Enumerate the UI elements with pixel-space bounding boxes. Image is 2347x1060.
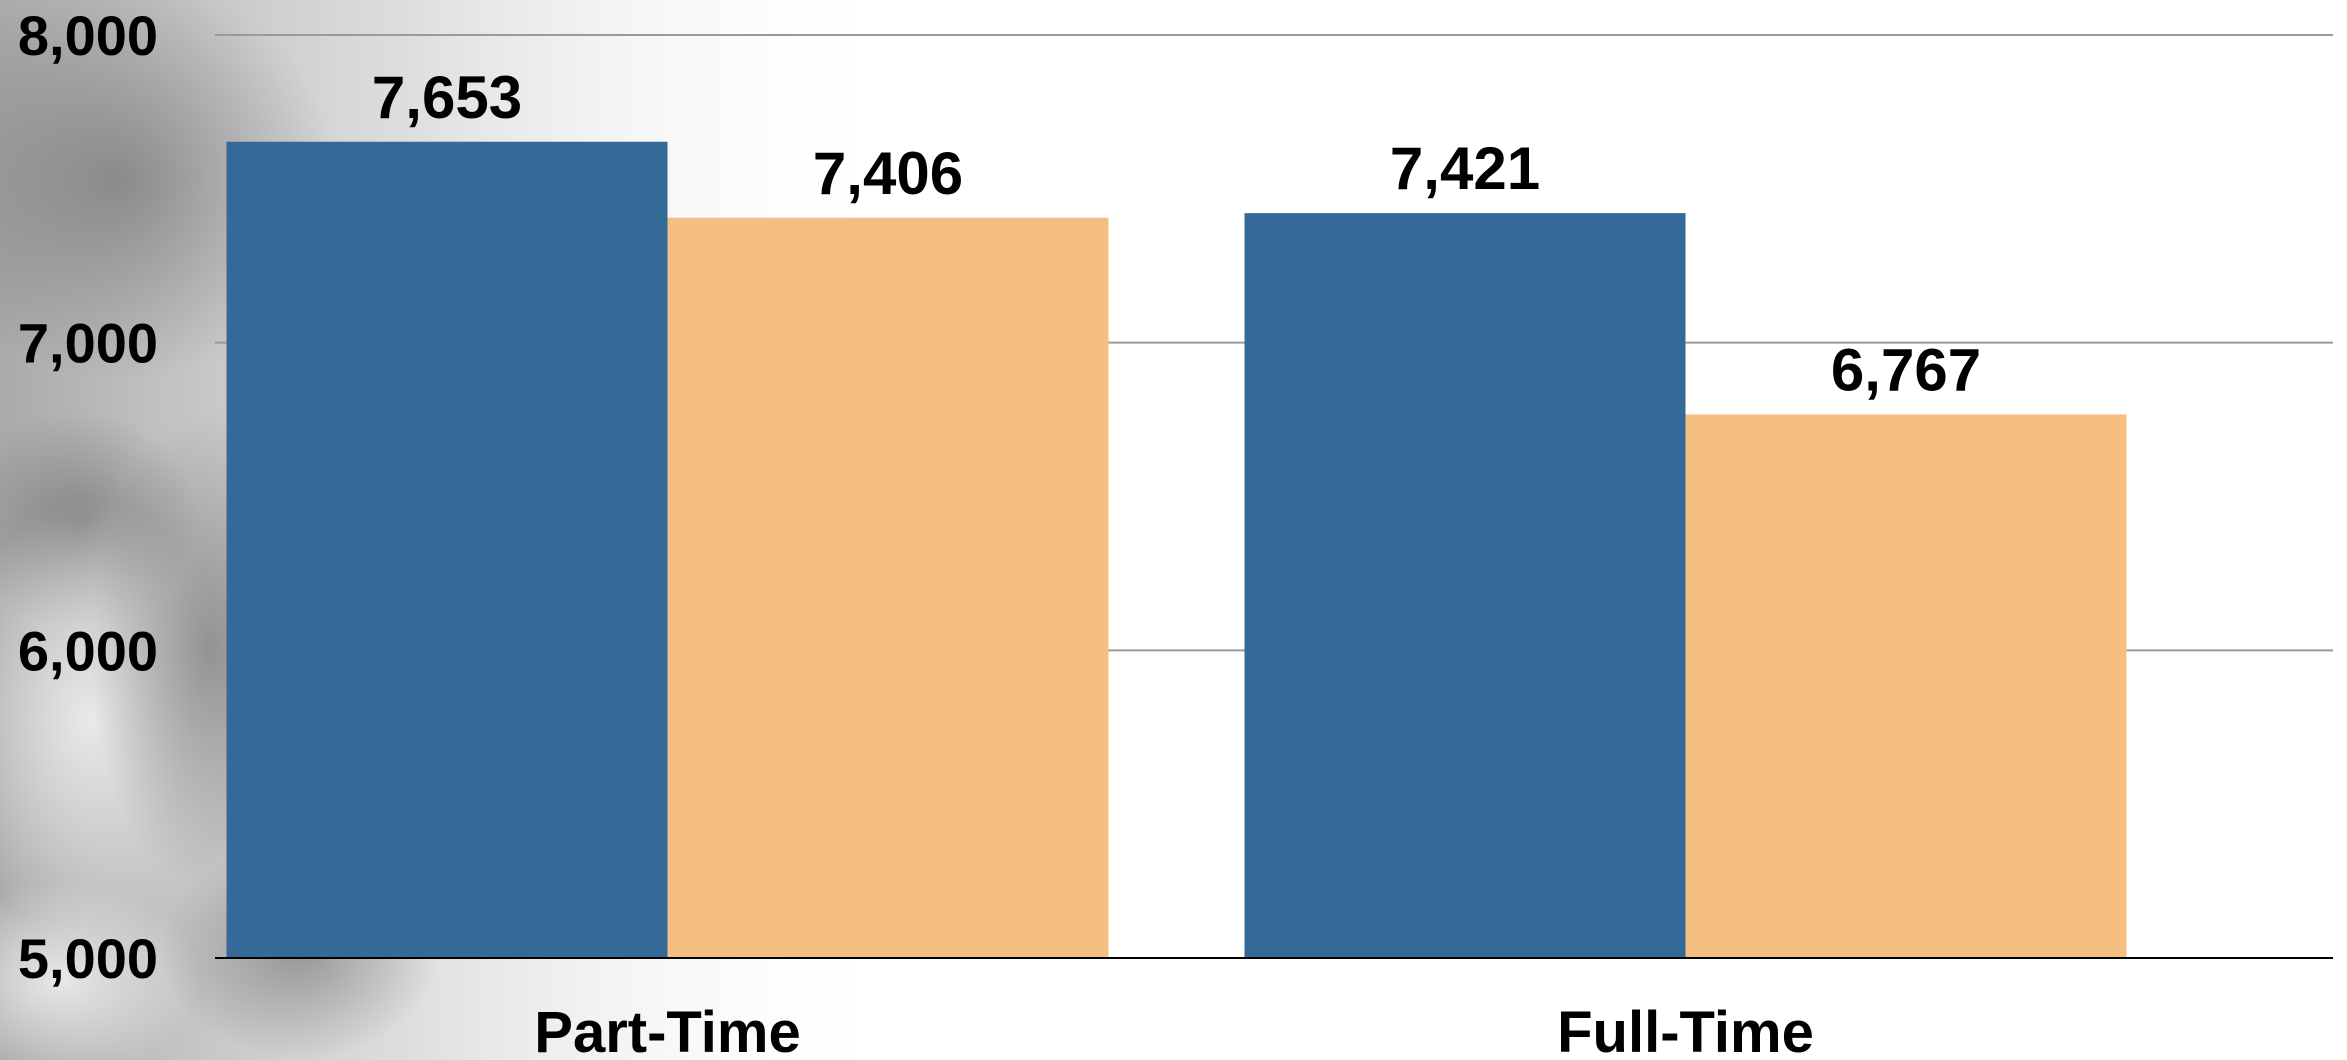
bar-part-time-series-2 [667, 217, 1109, 958]
y-axis-ticks: 5,000 6,000 7,000 8,000 [18, 4, 158, 990]
x-category-label: Full-Time [1557, 1000, 1814, 1060]
data-labels: 7,653 7,406 7,421 6,767 [372, 64, 1981, 404]
data-label: 7,421 [1390, 135, 1540, 202]
data-label: 7,653 [372, 64, 522, 131]
x-axis-categories: Part-Time Full-Time [534, 1000, 1814, 1060]
data-label: 6,767 [1831, 336, 1981, 403]
y-tick-label: 5,000 [18, 927, 158, 990]
y-tick-label: 6,000 [18, 619, 158, 682]
bar-full-time-series-1 [1244, 213, 1686, 958]
bar-full-time-series-2 [1685, 414, 2127, 958]
bar-part-time-series-1 [226, 141, 668, 959]
y-tick-label: 7,000 [18, 312, 158, 375]
y-tick-label: 8,000 [18, 4, 158, 67]
bars [226, 141, 2127, 959]
data-label: 7,406 [813, 140, 963, 207]
x-category-label: Part-Time [534, 1000, 800, 1060]
